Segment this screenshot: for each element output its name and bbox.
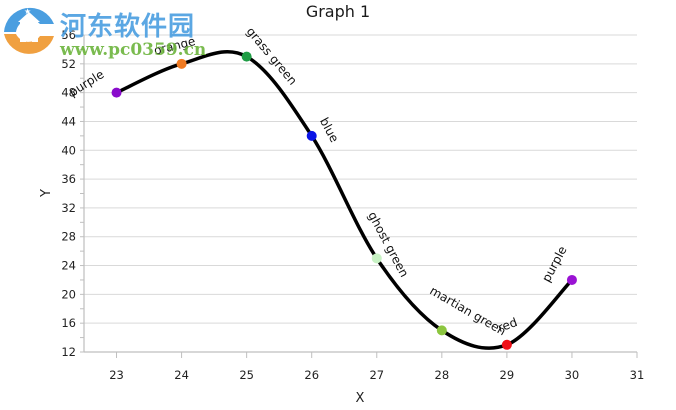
x-tick-label: 28 — [435, 368, 450, 382]
data-points — [111, 51, 577, 350]
x-tick-label: 26 — [304, 368, 319, 382]
data-point[interactable] — [306, 130, 317, 141]
data-point-label: orange — [152, 34, 196, 58]
chart-title: Graph 1 — [305, 2, 371, 21]
x-tick-label: 31 — [630, 368, 645, 382]
y-tick-label: 24 — [61, 259, 76, 273]
y-tick-label: 44 — [61, 114, 76, 128]
data-line — [114, 50, 574, 350]
y-tick-label: 56 — [61, 28, 76, 42]
data-point[interactable] — [566, 274, 577, 285]
x-axis-label: X — [356, 391, 365, 406]
y-tick-label: 20 — [61, 287, 76, 301]
y-tick-label: 16 — [61, 316, 76, 330]
x-tick-label: 23 — [109, 368, 124, 382]
y-tick-label: 36 — [61, 172, 76, 186]
y-tick-label: 12 — [61, 345, 76, 359]
data-point[interactable] — [111, 87, 122, 98]
y-tick-label: 48 — [61, 86, 76, 100]
x-tick-label: 24 — [174, 368, 189, 382]
data-point[interactable] — [371, 253, 382, 264]
data-point[interactable] — [241, 51, 252, 62]
tick-labels: 12 16 20 24 28 32 36 40 44 48 52 56 23 24 25 26 27 28 29 30… — [61, 28, 644, 382]
x-tick-label: 30 — [565, 368, 580, 382]
data-point-label: red — [496, 315, 519, 335]
y-tick-label: 32 — [61, 201, 76, 215]
data-point[interactable] — [501, 339, 512, 350]
y-tick-label: 52 — [61, 57, 76, 71]
y-tick-label: 40 — [61, 143, 76, 157]
x-tick-label: 27 — [369, 368, 384, 382]
axes — [80, 34, 638, 358]
x-tick-label: 29 — [500, 368, 515, 382]
data-point[interactable] — [176, 58, 187, 69]
y-axis-label: Y — [39, 189, 54, 198]
x-tick-label: 25 — [239, 368, 254, 382]
gridlines — [84, 34, 637, 324]
data-point-label: purple — [539, 244, 569, 285]
y-tick-label: 28 — [61, 230, 76, 244]
data-point-label: ghost green — [365, 209, 411, 279]
data-point[interactable] — [436, 325, 447, 336]
data-point-label: purple — [66, 67, 106, 99]
data-point-label: blue — [317, 115, 342, 144]
